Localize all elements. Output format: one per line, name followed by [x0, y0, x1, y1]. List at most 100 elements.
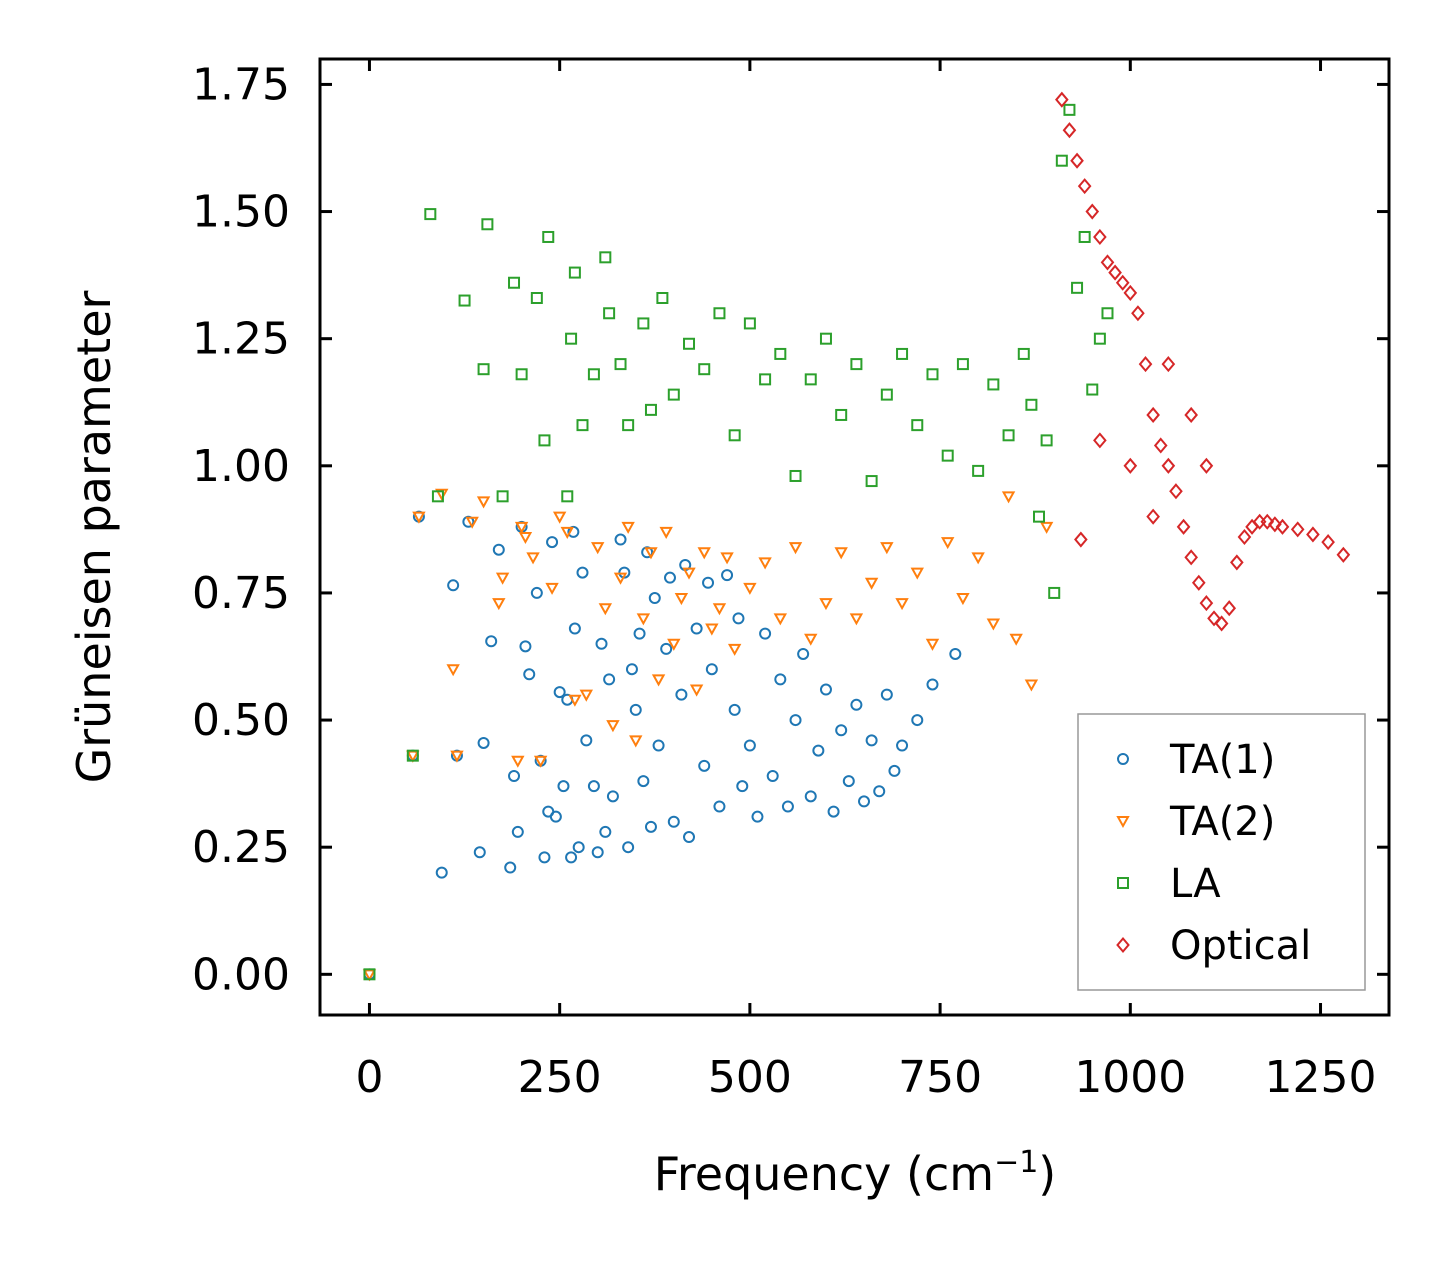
data-point	[956, 593, 970, 606]
data-point	[603, 673, 616, 686]
x-tick-label: 0	[355, 1052, 383, 1103]
data-point	[1184, 406, 1198, 424]
data-point	[888, 764, 901, 777]
data-point	[743, 317, 756, 330]
data-point	[1321, 534, 1335, 551]
data-point	[774, 673, 787, 686]
data-point	[911, 419, 924, 432]
data-point	[492, 543, 505, 556]
data-point	[1199, 595, 1214, 612]
data-point	[698, 363, 711, 376]
data-point	[827, 805, 840, 818]
data-point	[629, 703, 642, 716]
data-point	[553, 686, 566, 699]
data-point	[864, 577, 879, 590]
data-point	[568, 694, 582, 707]
data-point	[789, 469, 802, 482]
data-point	[591, 846, 604, 859]
legend-marker	[1116, 816, 1130, 829]
data-point	[599, 825, 612, 838]
data-point	[637, 317, 650, 330]
data-point	[698, 759, 711, 772]
data-point	[751, 810, 764, 823]
data-point	[743, 739, 756, 752]
x-tick-label: 1250	[1265, 1052, 1377, 1103]
data-point	[1176, 518, 1191, 535]
data-point	[910, 567, 924, 580]
data-point	[1063, 103, 1076, 116]
data-point	[1275, 518, 1290, 535]
data-point	[1191, 574, 1206, 591]
data-point	[713, 800, 726, 813]
data-point	[1055, 91, 1069, 108]
data-point	[682, 567, 696, 580]
data-point	[774, 347, 787, 360]
data-point	[1086, 383, 1099, 396]
data-point	[473, 846, 486, 859]
legend-item: TA(1)	[1117, 737, 1275, 783]
data-point	[1100, 254, 1115, 271]
data-point	[614, 358, 627, 371]
legend-marker	[1116, 936, 1130, 954]
data-point	[667, 638, 681, 651]
data-point	[1161, 356, 1176, 373]
data-point	[766, 770, 779, 782]
data-point	[1009, 633, 1023, 646]
data-point	[576, 419, 589, 432]
data-point	[622, 419, 635, 432]
data-point	[538, 434, 551, 447]
data-point	[1040, 434, 1053, 447]
data-point	[511, 755, 525, 768]
data-point	[880, 542, 894, 555]
data-point	[530, 586, 543, 599]
data-point	[465, 516, 479, 529]
data-point	[941, 449, 954, 462]
data-point	[599, 251, 612, 264]
data-point	[606, 790, 619, 803]
legend-box	[1077, 713, 1366, 991]
data-point	[549, 810, 562, 823]
data-point	[1055, 154, 1068, 167]
data-point	[622, 841, 635, 854]
data-point	[651, 674, 666, 687]
data-point	[1033, 510, 1046, 523]
data-point	[1230, 554, 1244, 571]
data-point	[587, 368, 600, 381]
data-point	[702, 576, 715, 589]
data-point	[552, 511, 567, 524]
data-point	[481, 218, 494, 231]
data-point	[758, 557, 772, 570]
data-point	[835, 724, 848, 737]
data-point	[435, 866, 448, 879]
data-point	[557, 780, 570, 793]
data-point	[896, 739, 909, 752]
data-point	[637, 775, 650, 788]
y-tick-label: 1.25	[192, 314, 290, 365]
data-point	[504, 861, 517, 874]
data-point	[598, 603, 613, 616]
data-point	[736, 780, 749, 793]
data-point	[1093, 432, 1107, 449]
data-point	[949, 647, 962, 660]
data-point	[561, 490, 574, 503]
scatter-points	[362, 91, 1351, 982]
data-point	[606, 720, 620, 733]
data-point	[1078, 230, 1091, 243]
data-point	[1214, 615, 1229, 632]
data-point	[1115, 274, 1130, 291]
data-point	[1101, 307, 1114, 320]
legend-label: TA(2)	[1169, 799, 1275, 845]
x-axis-label: Frequency (cm−1)	[654, 1145, 1057, 1201]
data-point	[743, 582, 757, 595]
data-point	[523, 668, 536, 681]
data-point	[789, 714, 802, 727]
data-point	[759, 373, 772, 386]
data-point	[804, 790, 817, 803]
data-point	[1161, 457, 1176, 474]
data-point	[987, 378, 1000, 391]
data-point	[476, 496, 491, 509]
data-point	[412, 511, 426, 524]
data-point	[925, 638, 940, 651]
data-point	[1077, 178, 1092, 195]
data-point	[926, 678, 939, 691]
